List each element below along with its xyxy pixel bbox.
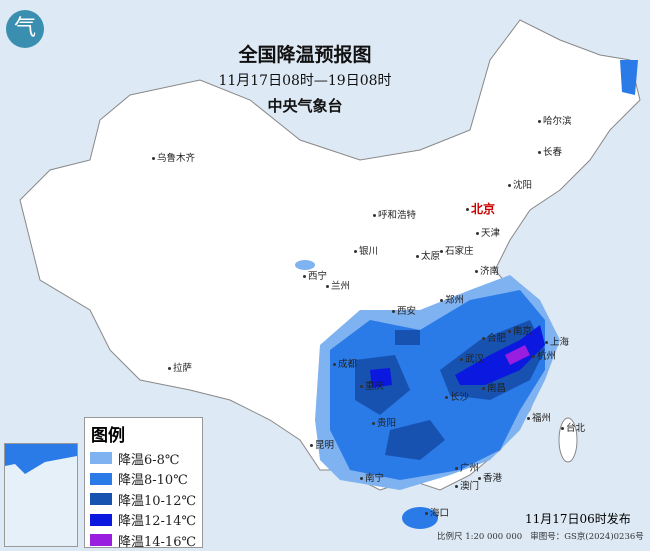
city-label: 郑州 <box>440 292 464 306</box>
city-label: 南昌 <box>482 380 506 394</box>
legend: 图例 降温6-8℃ 降温8-10℃ 降温10-12℃ 降温12-14℃ 降温14… <box>84 417 203 551</box>
city-label: 长春 <box>538 144 562 158</box>
city-label: 昆明 <box>310 437 334 451</box>
city-label: 武汉 <box>460 351 484 365</box>
legend-label: 降温8-10℃ <box>118 473 188 489</box>
city-label: 海口 <box>425 505 449 519</box>
city-label: 太原 <box>416 248 440 262</box>
city-label: 上海 <box>545 334 569 348</box>
city-label: 天津 <box>476 225 500 239</box>
scale-text: 比例尺 1:20 000 000 <box>437 532 523 542</box>
legend-label: 降温10-12℃ <box>118 493 197 509</box>
legend-item: 降温14-16℃ <box>90 530 202 551</box>
city-label: 拉萨 <box>168 360 192 374</box>
legend-item: 降温8-10℃ <box>90 469 202 490</box>
city-label: 广州 <box>455 460 479 474</box>
city-label: 哈尔滨 <box>538 113 572 127</box>
city-label: 贵阳 <box>372 415 396 429</box>
legend-swatch <box>90 452 112 465</box>
city-label: 南宁 <box>360 470 384 484</box>
city-label: 重庆 <box>360 378 384 392</box>
city-label: 呼和浩特 <box>373 207 416 221</box>
city-label: 银川 <box>354 243 378 257</box>
legend-item: 降温6-8℃ <box>90 448 202 469</box>
city-label: 澳门 <box>455 478 479 492</box>
cooling-12-14 <box>370 325 545 388</box>
cma-logo-icon: 气 <box>6 10 44 48</box>
legend-label: 降温6-8℃ <box>118 452 180 468</box>
city-label: 兰州 <box>326 278 350 292</box>
heilongjiang-tip <box>620 60 638 95</box>
approval-number: 审图号：GS京(2024)0236号 <box>530 532 644 542</box>
legend-label: 降温14-16℃ <box>118 534 197 550</box>
city-label: 乌鲁木齐 <box>152 150 195 164</box>
south-china-sea-inset <box>4 443 78 547</box>
city-label: 南京 <box>508 323 532 337</box>
legend-swatch <box>90 493 112 506</box>
city-label: 石家庄 <box>440 243 474 257</box>
city-label: 长沙 <box>445 389 469 403</box>
map-title: 全国降温预报图 <box>238 44 372 66</box>
forecast-period: 11月17日08时—19日08时 <box>218 73 392 89</box>
city-label: 西宁 <box>303 268 327 282</box>
legend-title: 图例 <box>91 426 125 446</box>
city-label: 沈阳 <box>508 177 532 191</box>
legend-label: 降温12-14℃ <box>118 514 197 530</box>
city-label: 合肥 <box>482 330 506 344</box>
city-label: 香港 <box>478 470 502 484</box>
city-label: 成都 <box>333 356 357 370</box>
capital-label: 北京 <box>466 200 495 217</box>
city-label: 杭州 <box>532 348 556 362</box>
legend-item: 降温10-12℃ <box>90 489 202 510</box>
cooling-14-16 <box>505 345 530 365</box>
city-label: 济南 <box>475 263 499 277</box>
legend-swatch <box>90 513 112 526</box>
legend-item: 降温12-14℃ <box>90 510 202 531</box>
city-label: 台北 <box>561 420 585 434</box>
scale-info: 比例尺 1:20 000 000 审图号：GS京(2024)0236号 <box>437 530 644 542</box>
legend-swatch <box>90 534 112 547</box>
legend-swatch <box>90 472 112 485</box>
city-label: 福州 <box>527 410 551 424</box>
agency-name: 中央气象台 <box>267 97 343 115</box>
issued-time: 11月17日06时发布 <box>525 512 631 526</box>
city-label: 西安 <box>392 303 416 317</box>
